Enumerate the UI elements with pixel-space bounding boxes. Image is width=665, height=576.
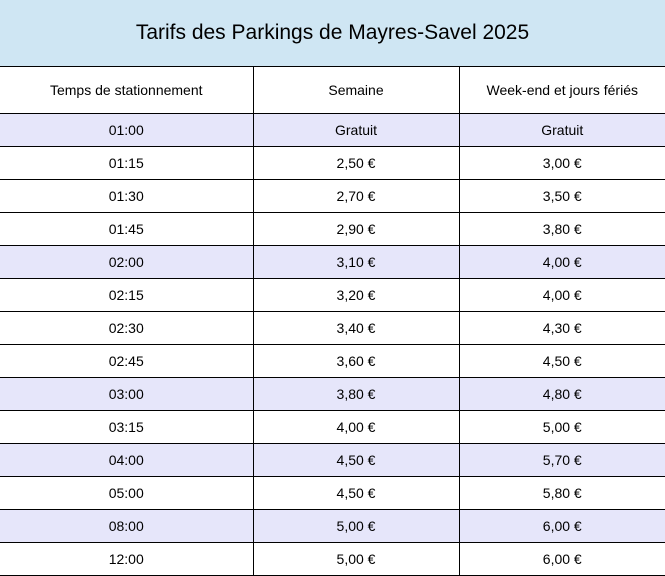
cell-weekday-price: 3,40 € [252,311,460,345]
cell-duration: 08:00 [0,509,254,543]
cell-weekend-price: 5,80 € [458,476,665,510]
cell-weekday-price: 4,50 € [252,443,460,477]
table-header-row: Temps de stationnement Semaine Week-end … [0,66,665,114]
table-body: 01:00 Gratuit Gratuit 01:15 2,50 €3,00 €01:3… [0,113,665,576]
cell-duration: 04:00 [0,443,254,477]
page-title: Tarifs des Parkings de Mayres-Savel 2025 [135,21,530,44]
cell-weekday-price: 4,00 € [252,410,460,444]
page-title-bar: Tarifs des Parkings de Mayres-Savel 2025 [0,0,665,66]
cell-weekday-price: 3,10 € [252,245,460,279]
cell-weekend-price: 3,00 € [458,146,665,180]
cell-weekday-price: 3,20 € [252,278,460,312]
cell-weekday-price: 4,50 € [252,476,460,510]
cell-weekend-price: 6,00 € [458,542,665,576]
cell-weekend-price: 5,70 € [458,443,665,477]
cell-duration: 03:00 [0,377,254,411]
table-row: 03:00 3,80 €4,80 € [0,377,665,411]
table-row: 05:00 4,50 €5,80 € [0,476,665,510]
cell-duration: 03:15 [0,410,254,444]
cell-duration: 01:15 [0,146,254,180]
cell-duration: 02:30 [0,311,254,345]
table-row: 02:00 3,10 €4,00 € [0,245,665,279]
header-weekday: Semaine [252,66,460,114]
table-row: 04:00 4,50 €5,70 € [0,443,665,477]
cell-duration: 05:00 [0,476,254,510]
table-row: 01:00 Gratuit Gratuit [0,113,665,147]
cell-weekday-price: 2,90 € [252,212,460,246]
cell-weekday-price: 5,00 € [252,542,460,576]
header-duration: Temps de stationnement [0,66,254,114]
cell-duration: 12:00 [0,542,254,576]
cell-duration: 02:15 [0,278,254,312]
cell-weekend-price: 3,50 € [458,179,665,213]
cell-weekday-price: 3,60 € [252,344,460,378]
cell-weekday-price: 5,00 € [252,509,460,543]
cell-weekend-price: 4,50 € [458,344,665,378]
cell-weekend-price: 4,30 € [458,311,665,345]
tariff-table: Temps de stationnement Semaine Week-end … [0,66,665,576]
cell-weekend-price: 4,00 € [458,245,665,279]
cell-weekday-price: 3,80 € [252,377,460,411]
table-row: 01:15 2,50 €3,00 € [0,146,665,180]
header-weekend-holidays: Week-end et jours fériés [458,66,665,114]
table-row: 01:45 2,90 €3,80 € [0,212,665,246]
cell-weekend-price: 5,00 € [458,410,665,444]
cell-duration: 01:00 [0,113,254,147]
cell-weekend-price: Gratuit [458,113,665,147]
cell-duration: 02:00 [0,245,254,279]
cell-weekend-price: 6,00 € [458,509,665,543]
table-row: 02:45 3,60 €4,50 € [0,344,665,378]
cell-weekday-price: 2,50 € [252,146,460,180]
cell-duration: 01:30 [0,179,254,213]
table-row: 02:30 3,40 €4,30 € [0,311,665,345]
cell-weekend-price: 4,00 € [458,278,665,312]
cell-weekend-price: 4,80 € [458,377,665,411]
cell-weekday-price: Gratuit [252,113,460,147]
cell-duration: 02:45 [0,344,254,378]
table-row: 08:00 5,00 €6,00 € [0,509,665,543]
table-row: 01:30 2,70 €3,50 € [0,179,665,213]
cell-weekend-price: 3,80 € [458,212,665,246]
cell-weekday-price: 2,70 € [252,179,460,213]
table-row: 12:00 5,00 €6,00 € [0,542,665,576]
table-row: 03:15 4,00 €5,00 € [0,410,665,444]
table-row: 02:15 3,20 €4,00 € [0,278,665,312]
cell-duration: 01:45 [0,212,254,246]
